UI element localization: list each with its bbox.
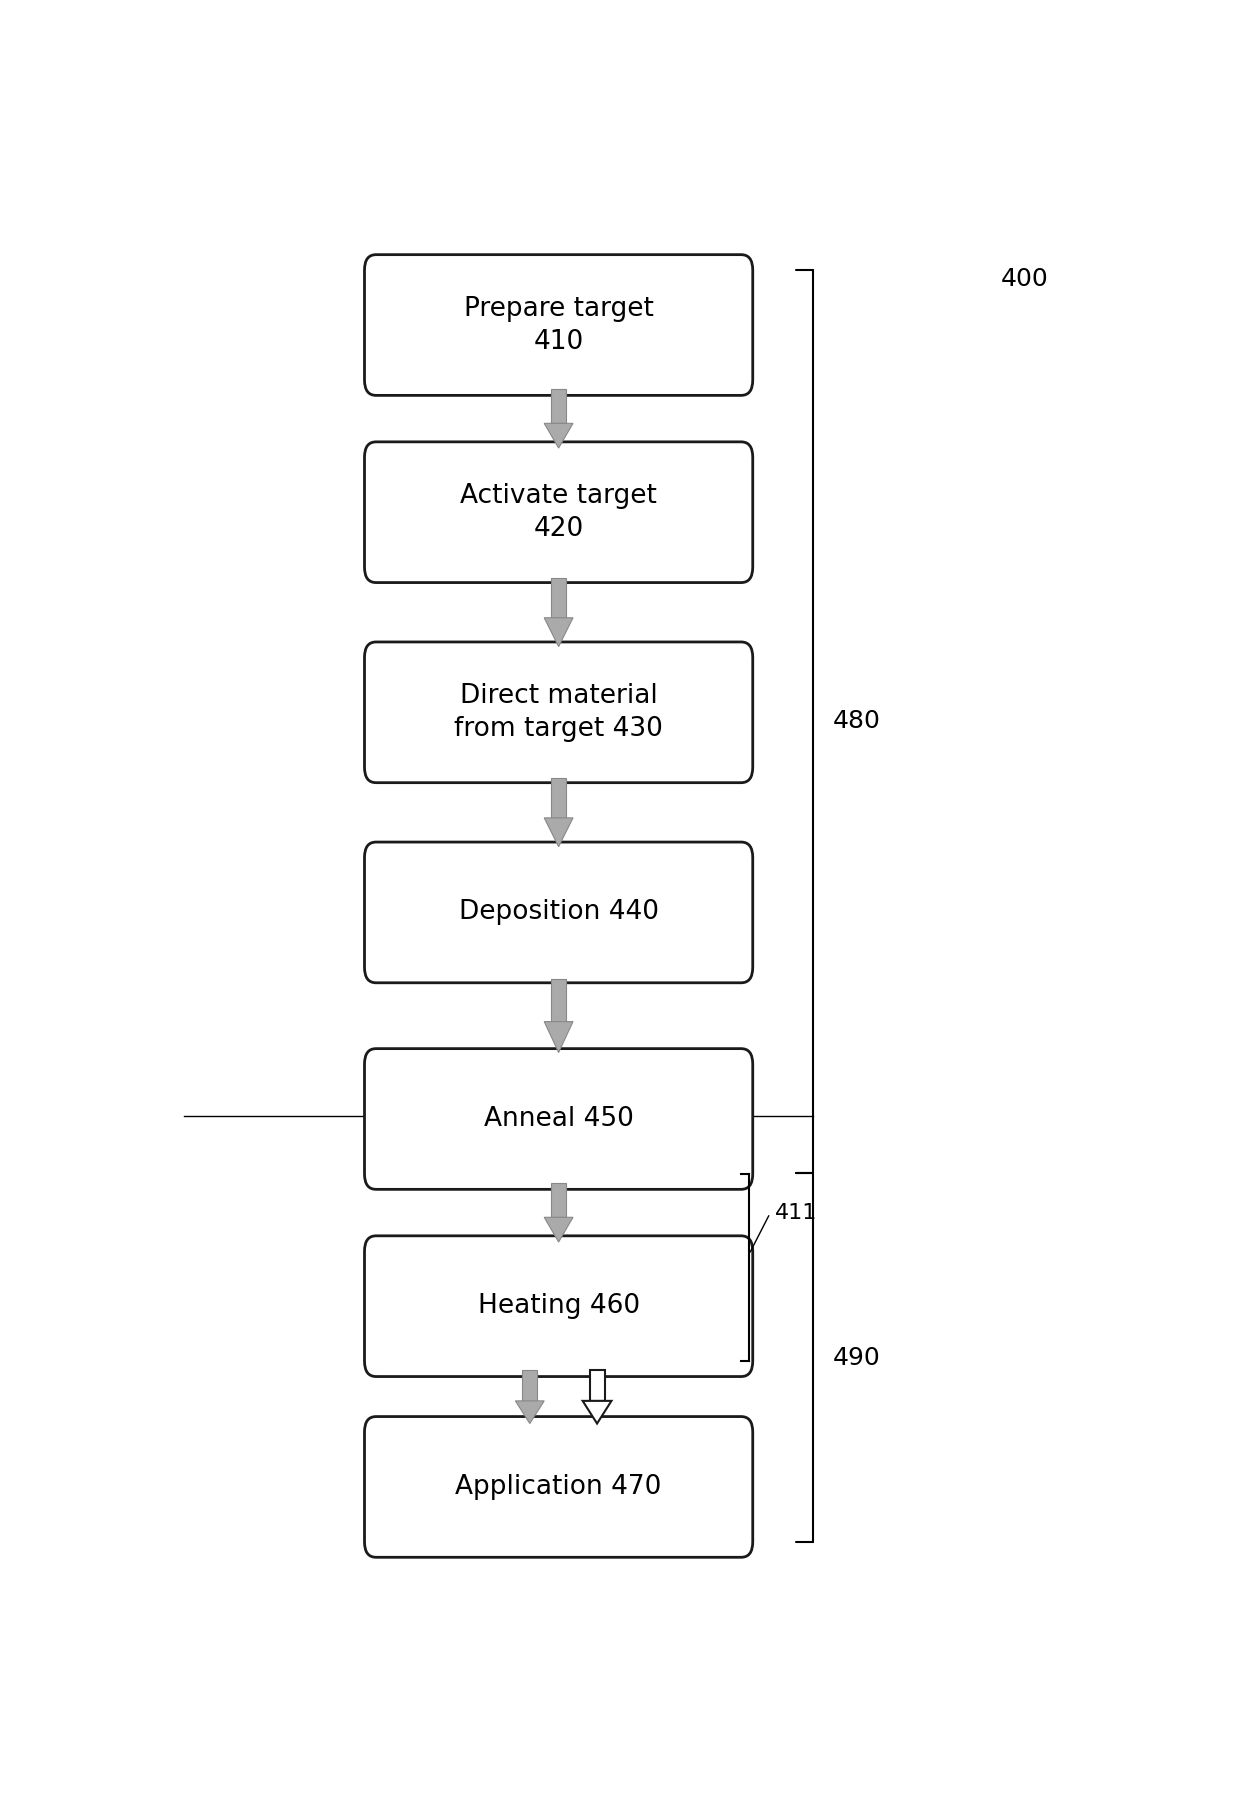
Polygon shape bbox=[544, 617, 573, 646]
Polygon shape bbox=[551, 578, 567, 617]
Polygon shape bbox=[551, 389, 567, 423]
Polygon shape bbox=[551, 1184, 567, 1218]
Text: 490: 490 bbox=[832, 1346, 880, 1371]
Polygon shape bbox=[551, 779, 567, 818]
FancyBboxPatch shape bbox=[365, 255, 753, 395]
FancyBboxPatch shape bbox=[365, 1417, 753, 1557]
Text: Prepare target
410: Prepare target 410 bbox=[464, 296, 653, 355]
Text: Direct material
from target 430: Direct material from target 430 bbox=[454, 684, 663, 741]
Text: Heating 460: Heating 460 bbox=[477, 1293, 640, 1319]
Text: Anneal 450: Anneal 450 bbox=[484, 1105, 634, 1132]
Polygon shape bbox=[522, 1369, 537, 1401]
Text: 411: 411 bbox=[775, 1204, 817, 1224]
Polygon shape bbox=[589, 1369, 605, 1401]
Polygon shape bbox=[551, 980, 567, 1021]
Text: 400: 400 bbox=[1001, 267, 1049, 291]
Polygon shape bbox=[544, 818, 573, 847]
Polygon shape bbox=[544, 423, 573, 448]
FancyBboxPatch shape bbox=[365, 642, 753, 782]
Polygon shape bbox=[516, 1401, 544, 1423]
Polygon shape bbox=[544, 1021, 573, 1053]
FancyBboxPatch shape bbox=[365, 441, 753, 583]
FancyBboxPatch shape bbox=[365, 1236, 753, 1376]
Polygon shape bbox=[544, 1218, 573, 1241]
Text: Application 470: Application 470 bbox=[455, 1475, 662, 1500]
FancyBboxPatch shape bbox=[365, 841, 753, 983]
Text: 480: 480 bbox=[832, 709, 880, 734]
FancyBboxPatch shape bbox=[365, 1049, 753, 1189]
Polygon shape bbox=[583, 1401, 611, 1423]
Text: Deposition 440: Deposition 440 bbox=[459, 899, 658, 926]
Text: Activate target
420: Activate target 420 bbox=[460, 483, 657, 542]
